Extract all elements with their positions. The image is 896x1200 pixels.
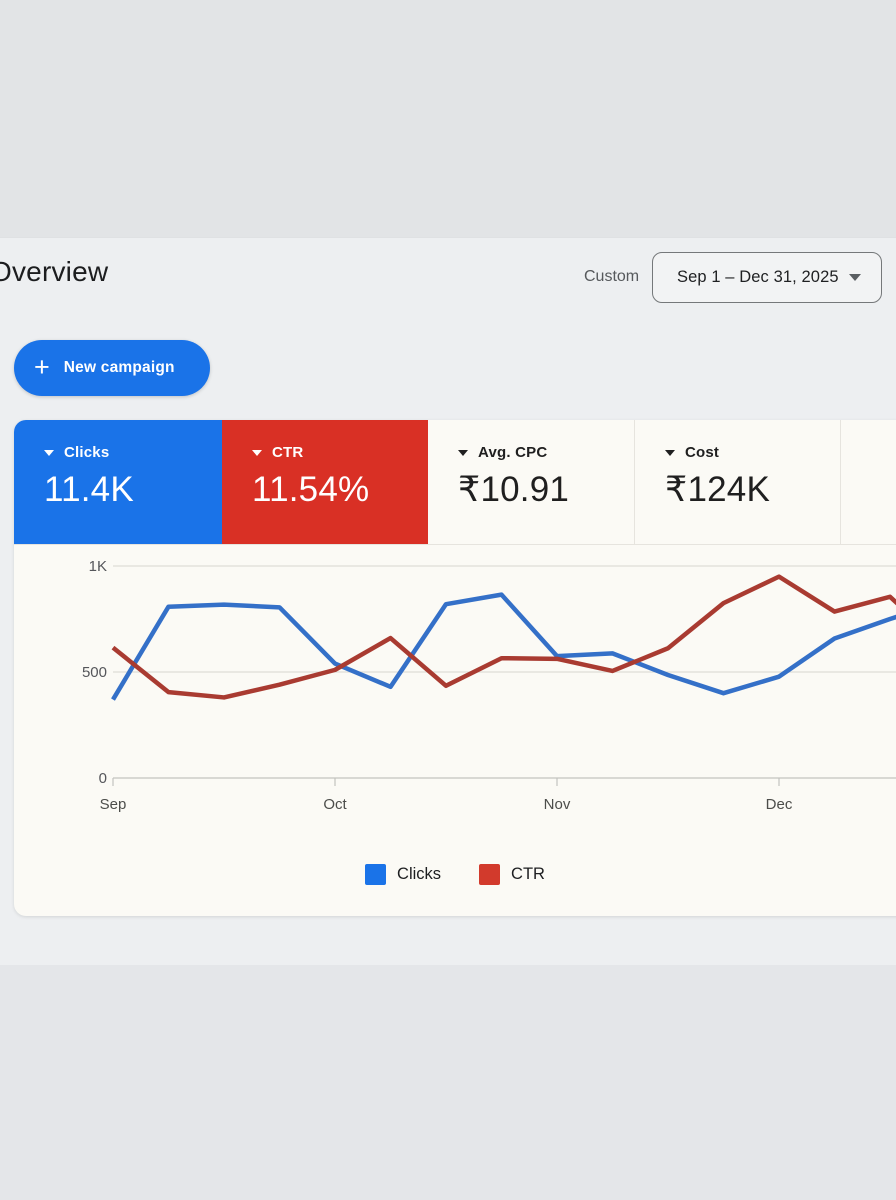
ctr-swatch-icon: [479, 864, 501, 885]
x-axis-label: Nov: [544, 796, 571, 813]
clicks-swatch-icon: [365, 864, 387, 885]
scorecard-clicks[interactable]: Clicks 11.4K: [14, 420, 222, 544]
page-bottom-band: [0, 965, 896, 1200]
chevron-down-icon: [849, 274, 861, 281]
x-axis-label: Sep: [100, 796, 127, 813]
legend-item-clicks[interactable]: Clicks: [365, 864, 441, 885]
legend-label: Clicks: [397, 865, 442, 883]
dropdown-caret-icon: [665, 449, 675, 456]
x-axis-label: Oct: [323, 796, 347, 813]
dropdown-caret-icon: [458, 449, 468, 456]
scorecard-label: CTR: [272, 444, 304, 461]
scorecard-extra[interactable]: [840, 420, 896, 544]
x-axis-label: Dec: [766, 796, 793, 813]
page-title: Overview: [0, 256, 109, 287]
legend-label: CTR: [511, 865, 545, 883]
date-range-selector[interactable]: Sep 1 – Dec 31, 2025: [652, 252, 882, 303]
dropdown-caret-icon: [44, 449, 54, 456]
series-line-ctr: [111, 574, 896, 700]
scorecard-row: Clicks 11.4K CTR 11.54% Avg. CPC ₹10.91 …: [14, 420, 896, 545]
y-axis-label: 1K: [89, 558, 107, 575]
page-top-band: [0, 0, 896, 238]
plus-icon: +: [34, 351, 50, 382]
date-mode-label: Custom: [584, 268, 640, 285]
y-axis-label: 500: [82, 664, 107, 681]
overview-panel: Clicks 11.4K CTR 11.54% Avg. CPC ₹10.91 …: [14, 420, 896, 916]
series-line-clicks: [111, 592, 896, 701]
scorecard-ctr[interactable]: CTR 11.54%: [222, 420, 428, 544]
scorecard-label: Avg. CPC: [478, 444, 548, 461]
legend-item-ctr[interactable]: CTR: [479, 864, 545, 885]
new-campaign-button[interactable]: + New campaign: [14, 340, 210, 396]
scorecard-label: Cost: [685, 444, 720, 461]
timeseries-chart: 0 500 1K Sep Oct Nov Dec: [82, 558, 896, 813]
scorecard-value: ₹10.91: [458, 470, 570, 509]
scorecard-value: 11.4K: [44, 470, 134, 509]
new-campaign-label: New campaign: [63, 359, 175, 376]
scorecard-avg-cpc[interactable]: Avg. CPC ₹10.91: [428, 420, 634, 544]
scorecard-value: 11.54%: [252, 470, 370, 509]
chart-legend: Clicks CTR: [14, 864, 896, 885]
y-axis-label: 0: [99, 770, 107, 787]
dropdown-caret-icon: [252, 449, 262, 456]
scorecard-cost[interactable]: Cost ₹124K: [634, 420, 840, 544]
scorecard-value: ₹124K: [665, 470, 771, 509]
date-range-value: Sep 1 – Dec 31, 2025: [677, 268, 839, 286]
scorecard-label: Clicks: [64, 444, 110, 461]
